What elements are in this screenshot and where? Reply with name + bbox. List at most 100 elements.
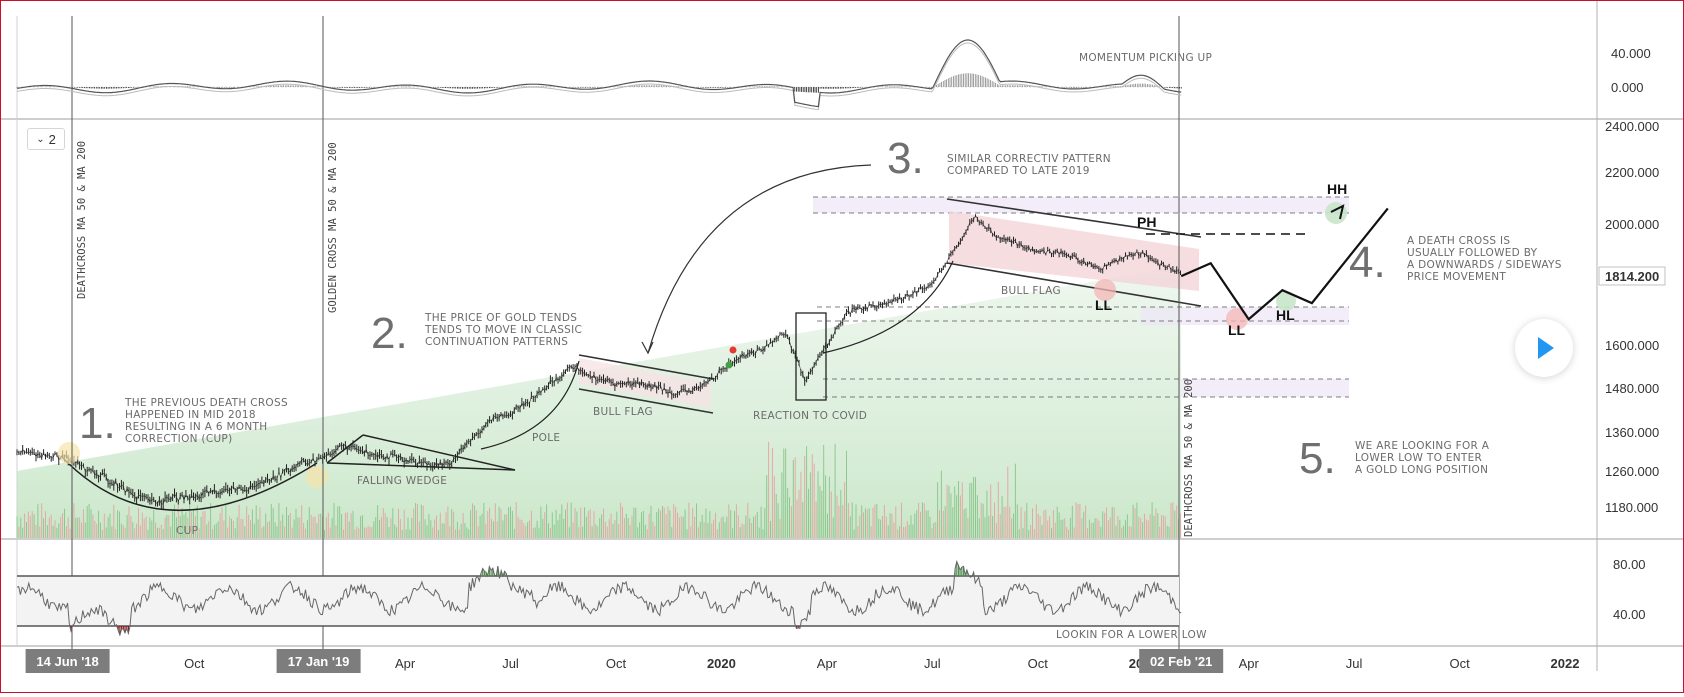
time-marker-label: 17 Jan '19	[288, 654, 350, 669]
deathcross-2021-label: DEATHCROSS MA 50 & MA 200	[1183, 379, 1195, 537]
time-marker-tag	[1139, 649, 1224, 673]
rsi-panel-bg	[17, 575, 1179, 627]
time-axis-tick: 2022	[1551, 656, 1580, 671]
rsi-label: LOOKIN FOR A LOWER LOW	[1056, 629, 1207, 641]
price-axis-tick: 1600.000	[1605, 338, 1659, 353]
deathcross-2018-label: DEATHCROSS MA 50 & MA 200	[76, 141, 88, 299]
time-axis-tick: Apr	[395, 656, 416, 671]
note-2-line: TENDS TO MOVE IN CLASSIC	[424, 324, 582, 336]
time-marker-tag	[25, 649, 110, 673]
time-axis-tick: 2020	[707, 656, 736, 671]
note-1-line: HAPPENED IN MID 2018	[125, 409, 256, 421]
bull-flag-1-label: BULL FLAG	[593, 406, 653, 418]
time-axis-tick: Oct	[184, 656, 205, 671]
volume-area	[16, 266, 1182, 538]
note-2-line: CONTINUATION PATTERNS	[425, 336, 568, 348]
rsi-panel	[16, 559, 1182, 637]
note-3-number: 3.	[887, 134, 924, 183]
ll-1-label: LL	[1095, 297, 1113, 313]
price-axis-tick: 1814.200	[1605, 269, 1659, 284]
rsi-line	[16, 559, 1182, 637]
signal-dot-red	[729, 346, 737, 354]
panel-frame	[1, 1, 1683, 671]
note-4-line: A DOWNWARDS / SIDEWAYS	[1407, 259, 1562, 271]
time-marker-tag	[276, 649, 361, 673]
bull-flag-channel-2020	[946, 198, 1202, 307]
ll-dot-2	[1226, 308, 1248, 330]
note-1-line: CORRECTION (CUP)	[125, 433, 232, 445]
price-axis-tick: 1180.000	[1605, 500, 1658, 515]
note-5-number: 5.	[1299, 434, 1336, 483]
macd-panel	[16, 39, 1182, 111]
note-1-number: 1.	[79, 399, 116, 448]
note-5-line: A GOLD LONG POSITION	[1355, 464, 1488, 476]
price-axis-tick: 1360.000	[1605, 425, 1659, 440]
price-axis-tick: 2000.000	[1605, 217, 1659, 232]
ph-label: PH	[1137, 214, 1156, 230]
time-axis-tick: Oct	[1449, 656, 1470, 671]
note-4-line: USUALLY FOLLOWED BY	[1407, 247, 1538, 259]
cup-label: CUP	[176, 525, 198, 537]
x-axis: Oct2019AprJulOct2020AprJulOct2021AprJulO…	[25, 649, 1580, 673]
curved-arrow	[647, 164, 872, 354]
price-axis-tick: 2200.000	[1605, 165, 1659, 180]
note-4-line: A DEATH CROSS IS	[1407, 235, 1510, 247]
ll-2-label: LL	[1228, 322, 1246, 338]
signal-dot-green	[725, 361, 733, 369]
play-icon	[1538, 337, 1554, 359]
time-axis-tick: Oct	[606, 656, 627, 671]
covid-label: REACTION TO COVID	[753, 410, 867, 422]
time-axis-tick: Oct	[1028, 656, 1049, 671]
play-button[interactable]	[1515, 319, 1573, 377]
y-axis: 2400.000 2200.000 2000.000 1814.200 1600.000…	[1598, 46, 1666, 622]
golden-cross-2019-label: GOLDEN CROSS MA 50 & MA 200	[327, 142, 339, 313]
time-axis-tick: Jul	[924, 656, 941, 671]
time-axis-tick: Jul	[502, 656, 519, 671]
macd-line	[16, 39, 1182, 108]
time-axis-tick: Apr	[817, 656, 838, 671]
time-marker-label: 02 Feb '21	[1150, 654, 1212, 669]
note-1-line: THE PREVIOUS DEATH CROSS	[124, 397, 288, 409]
macd-label: MOMENTUM PICKING UP	[1079, 52, 1212, 64]
highlight-dot-2018	[58, 442, 80, 464]
legend-toggle-button[interactable]: ⌄ 2	[27, 128, 65, 150]
note-2: 2. THE PRICE OF GOLD TENDS TENDS TO MOVE…	[371, 309, 582, 358]
chevron-down-icon: ⌄	[36, 133, 45, 145]
pole-arc	[480, 360, 580, 450]
curved-arrow-head	[641, 341, 654, 355]
legend-count: 2	[48, 131, 56, 147]
highlight-dot-2019	[306, 466, 328, 488]
ll-dot-1	[1094, 279, 1116, 301]
note-2-number: 2.	[371, 309, 408, 358]
price-axis-tick: 1260.000	[1605, 464, 1659, 479]
price-series	[16, 214, 1181, 510]
projection-line	[1180, 207, 1389, 321]
note-4: 4. A DEATH CROSS IS USUALLY FOLLOWED BY …	[1349, 235, 1562, 287]
price-line	[16, 215, 1181, 505]
pole-label: POLE	[532, 432, 560, 444]
note-3: 3. SIMILAR CORRECTIV PATTERN COMPARED TO…	[887, 134, 1111, 183]
hl-label: HL	[1276, 307, 1295, 323]
vertical-markers	[71, 16, 1180, 671]
bull-flag-2-label: BULL FLAG	[1001, 285, 1061, 297]
note-1: 1. THE PREVIOUS DEATH CROSS HAPPENED IN …	[79, 397, 288, 448]
hl-dot	[1276, 291, 1296, 311]
note-4-line: PRICE MOVEMENT	[1407, 271, 1506, 283]
trend-arc	[822, 260, 954, 354]
hh-label: HH	[1327, 181, 1347, 197]
falling-wedge-label: FALLING WEDGE	[357, 475, 447, 487]
cup-arc	[60, 455, 318, 511]
time-axis-tick: Apr	[1239, 656, 1260, 671]
volume-area-fill	[17, 266, 1182, 538]
note-5-line: LOWER LOW TO ENTER	[1355, 452, 1482, 464]
note-5: 5. WE ARE LOOKING FOR A LOWER LOW TO ENT…	[1299, 434, 1490, 483]
note-5-line: WE ARE LOOKING FOR A	[1355, 440, 1490, 452]
rsi-axis-tick: 80.00	[1613, 557, 1646, 572]
time-axis-tick: Jul	[1346, 656, 1363, 671]
note-3-line: COMPARED TO LATE 2019	[947, 165, 1090, 177]
rsi-axis-tick: 40.00	[1613, 607, 1646, 622]
note-4-number: 4.	[1349, 238, 1386, 287]
note-3-line: SIMILAR CORRECTIV PATTERN	[947, 153, 1111, 165]
